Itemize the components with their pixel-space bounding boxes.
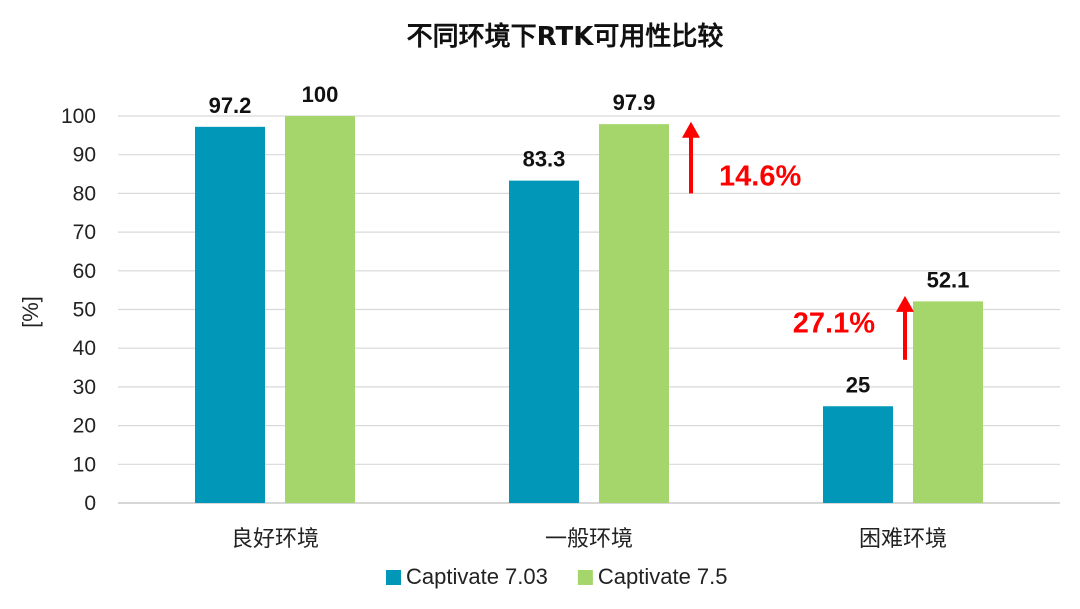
y-tick-label: 40 <box>73 337 96 360</box>
legend: Captivate 7.03 Captivate 7.5 <box>386 564 728 589</box>
data-label: 100 <box>302 82 339 107</box>
legend-swatch <box>577 570 593 585</box>
up-arrow-icon <box>682 121 700 194</box>
bar <box>913 301 983 503</box>
data-label: 52.1 <box>927 267 970 292</box>
data-label: 83.3 <box>523 147 566 172</box>
y-tick-label: 80 <box>73 182 96 205</box>
up-arrow-head <box>896 295 914 312</box>
y-tick-label: 70 <box>73 221 96 244</box>
data-labels: 97.2 100 83.3 97.9 25 52.1 <box>209 82 970 397</box>
up-arrow-head <box>682 121 700 138</box>
y-tick-label: 90 <box>73 144 96 167</box>
data-label: 25 <box>846 372 870 397</box>
bar <box>509 180 579 503</box>
y-tick-label: 30 <box>73 376 96 399</box>
x-tick-label: 困难环境 <box>859 527 947 552</box>
grid-layer <box>118 115 1060 504</box>
legend-swatch <box>386 570 401 585</box>
annotations: 14.6% 27.1% <box>682 121 914 360</box>
data-label: 97.9 <box>613 90 656 115</box>
bars <box>195 116 983 503</box>
y-tick-labels: 0 10 20 30 40 50 60 70 80 90 100 <box>61 105 96 515</box>
x-tick-labels: 良好环境 一般环境 困难环境 <box>231 527 947 552</box>
improvement-label: 14.6% <box>719 161 801 193</box>
y-tick-label: 100 <box>61 105 96 128</box>
y-tick-label: 10 <box>73 453 96 476</box>
x-tick-label: 良好环境 <box>231 527 319 552</box>
chart-title: 不同环境下RTK可用性比较 <box>407 21 724 52</box>
up-arrow-icon <box>896 295 914 360</box>
x-tick-label: 一般环境 <box>545 527 633 552</box>
y-tick-label: 60 <box>73 260 96 283</box>
bar <box>599 124 669 503</box>
legend-label: Captivate 7.03 <box>406 564 548 589</box>
bar <box>823 406 893 503</box>
bar <box>195 126 265 503</box>
bar <box>285 116 355 503</box>
legend-label: Captivate 7.5 <box>598 564 728 589</box>
y-tick-label: 20 <box>73 415 96 438</box>
improvement-label: 27.1% <box>793 308 875 340</box>
y-axis-label: [%] <box>18 296 43 328</box>
y-tick-label: 0 <box>84 492 96 515</box>
data-label: 97.2 <box>209 93 252 118</box>
y-tick-label: 50 <box>73 299 96 322</box>
